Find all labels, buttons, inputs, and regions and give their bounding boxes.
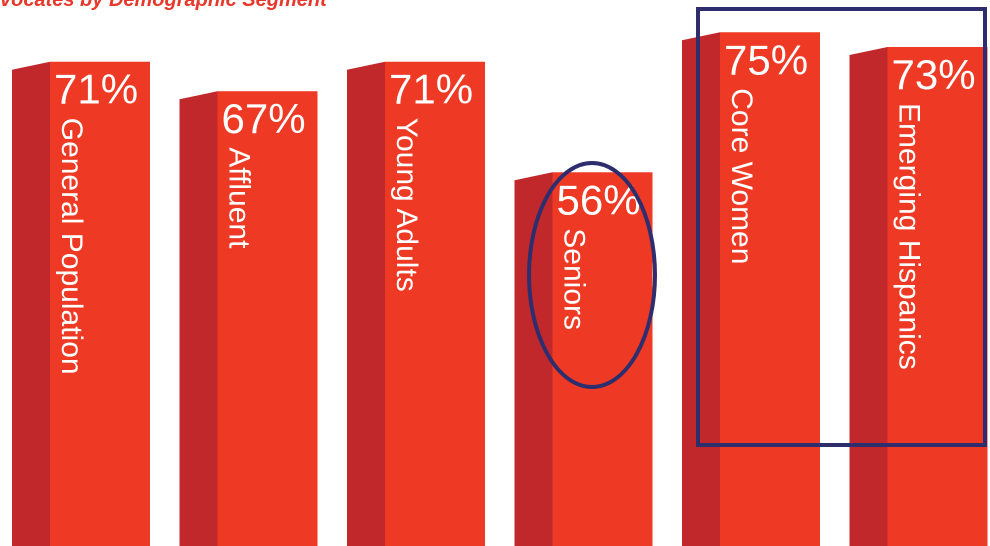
category-label: Young Adults: [390, 118, 423, 292]
bar: [217, 91, 318, 546]
bar-side: [12, 61, 50, 546]
bar-side: [682, 32, 720, 546]
category-label: Affluent: [223, 147, 256, 249]
bar-side: [347, 61, 385, 546]
category-label: Core Women: [725, 88, 758, 264]
bar: [385, 61, 485, 546]
value-label: 67%: [222, 95, 306, 142]
value-label: 71%: [54, 66, 138, 113]
bar: [50, 61, 150, 546]
bar-side: [179, 91, 218, 546]
chart-title: vocates by Demographic Segment: [0, 0, 328, 11]
category-label: Emerging Hispanics: [893, 103, 926, 370]
bar: [887, 46, 988, 546]
value-label: 75%: [724, 36, 808, 83]
value-label: 73%: [892, 51, 976, 98]
bar: [720, 32, 820, 546]
value-label: 71%: [389, 66, 473, 113]
category-label: Seniors: [558, 228, 591, 330]
highlight-box: [696, 7, 987, 447]
highlight-ellipse: [527, 161, 657, 389]
bar-side: [849, 46, 888, 546]
category-label: General Population: [55, 118, 88, 375]
bars: 71% General Population 67% Affluent 71% Young…: [12, 32, 988, 546]
bar-side: [514, 172, 553, 546]
